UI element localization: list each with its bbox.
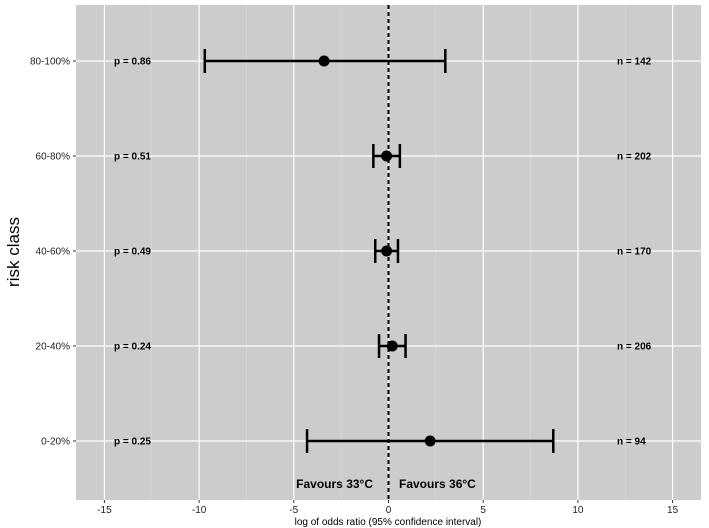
x-tick-label: 0: [386, 505, 392, 516]
n-count-label: n = 170: [617, 247, 652, 258]
favours-left-annotation: Favours 33°C: [296, 477, 373, 491]
x-tick-label: 5: [480, 505, 486, 516]
n-count-label: n = 202: [617, 152, 652, 163]
y-tick-label: 0-20%: [41, 437, 70, 448]
x-tick-label: -5: [289, 505, 298, 516]
p-value-label: p = 0.51: [114, 152, 151, 163]
y-tick-label: 80-100%: [30, 57, 70, 68]
p-value-label: p = 0.49: [114, 247, 151, 258]
y-tick-label: 40-60%: [36, 247, 71, 258]
x-tick-label: -10: [192, 505, 207, 516]
estimate-point: [381, 245, 393, 257]
estimate-point: [381, 150, 393, 162]
n-count-label: n = 94: [617, 437, 646, 448]
x-tick-label: 15: [667, 505, 679, 516]
favours-right-annotation: Favours 36°C: [399, 477, 476, 491]
p-value-label: p = 0.24: [114, 342, 151, 353]
x-axis-title: log of odds ratio (95% confidence interv…: [295, 517, 482, 528]
n-count-label: n = 142: [617, 57, 652, 68]
p-value-label: p = 0.86: [114, 57, 151, 68]
estimate-point: [424, 435, 436, 447]
n-count-label: n = 206: [617, 342, 652, 353]
y-tick-label: 60-80%: [36, 152, 71, 163]
estimate-point: [386, 340, 398, 352]
estimate-point: [318, 55, 330, 67]
x-tick-label: -15: [97, 505, 112, 516]
y-axis-title: risk class: [4, 217, 23, 287]
x-tick-label: 10: [572, 505, 584, 516]
p-value-label: p = 0.25: [114, 437, 151, 448]
y-tick-label: 20-40%: [36, 342, 71, 353]
